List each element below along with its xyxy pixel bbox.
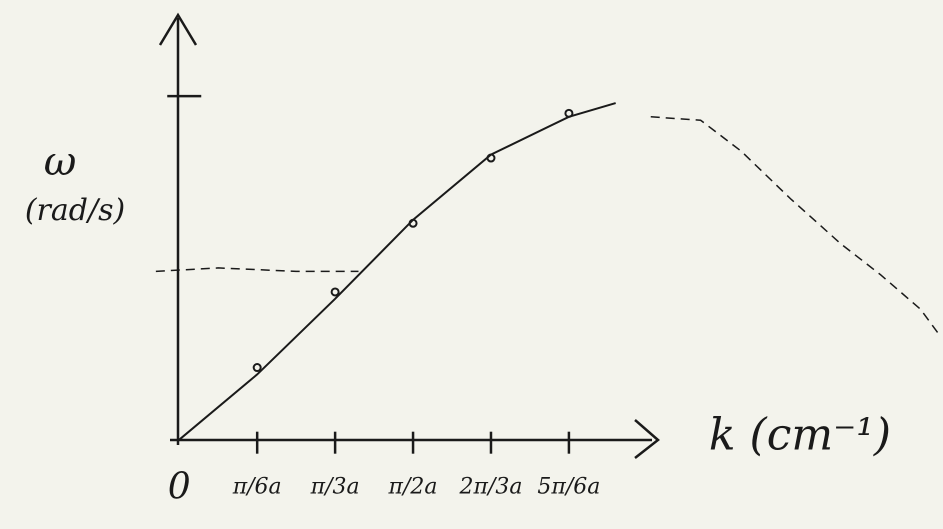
x-tick-label: 2π/3a <box>458 475 522 500</box>
x-tick-label: π/3a <box>310 475 360 500</box>
chart: ω (rad/s) k (cm⁻¹) 0 π/6a π/3a π/2a 2π/3a 5π/… <box>0 0 943 529</box>
y-axis-label: ω <box>44 139 77 185</box>
data-point <box>254 364 261 371</box>
x-tick-label: π/2a <box>388 475 438 500</box>
x-tick-label: 5π/6a <box>537 475 600 500</box>
x-axis-label: k (cm⁻¹) <box>709 410 891 461</box>
dashed-curve <box>651 117 941 337</box>
y-axis-unit: (rad/s) <box>25 193 125 228</box>
x-tick-label: 0 <box>168 467 191 508</box>
fit-curve <box>179 103 615 440</box>
dashed-curve <box>156 268 359 271</box>
data-point <box>332 288 339 295</box>
x-tick-label: π/6a <box>232 475 282 500</box>
